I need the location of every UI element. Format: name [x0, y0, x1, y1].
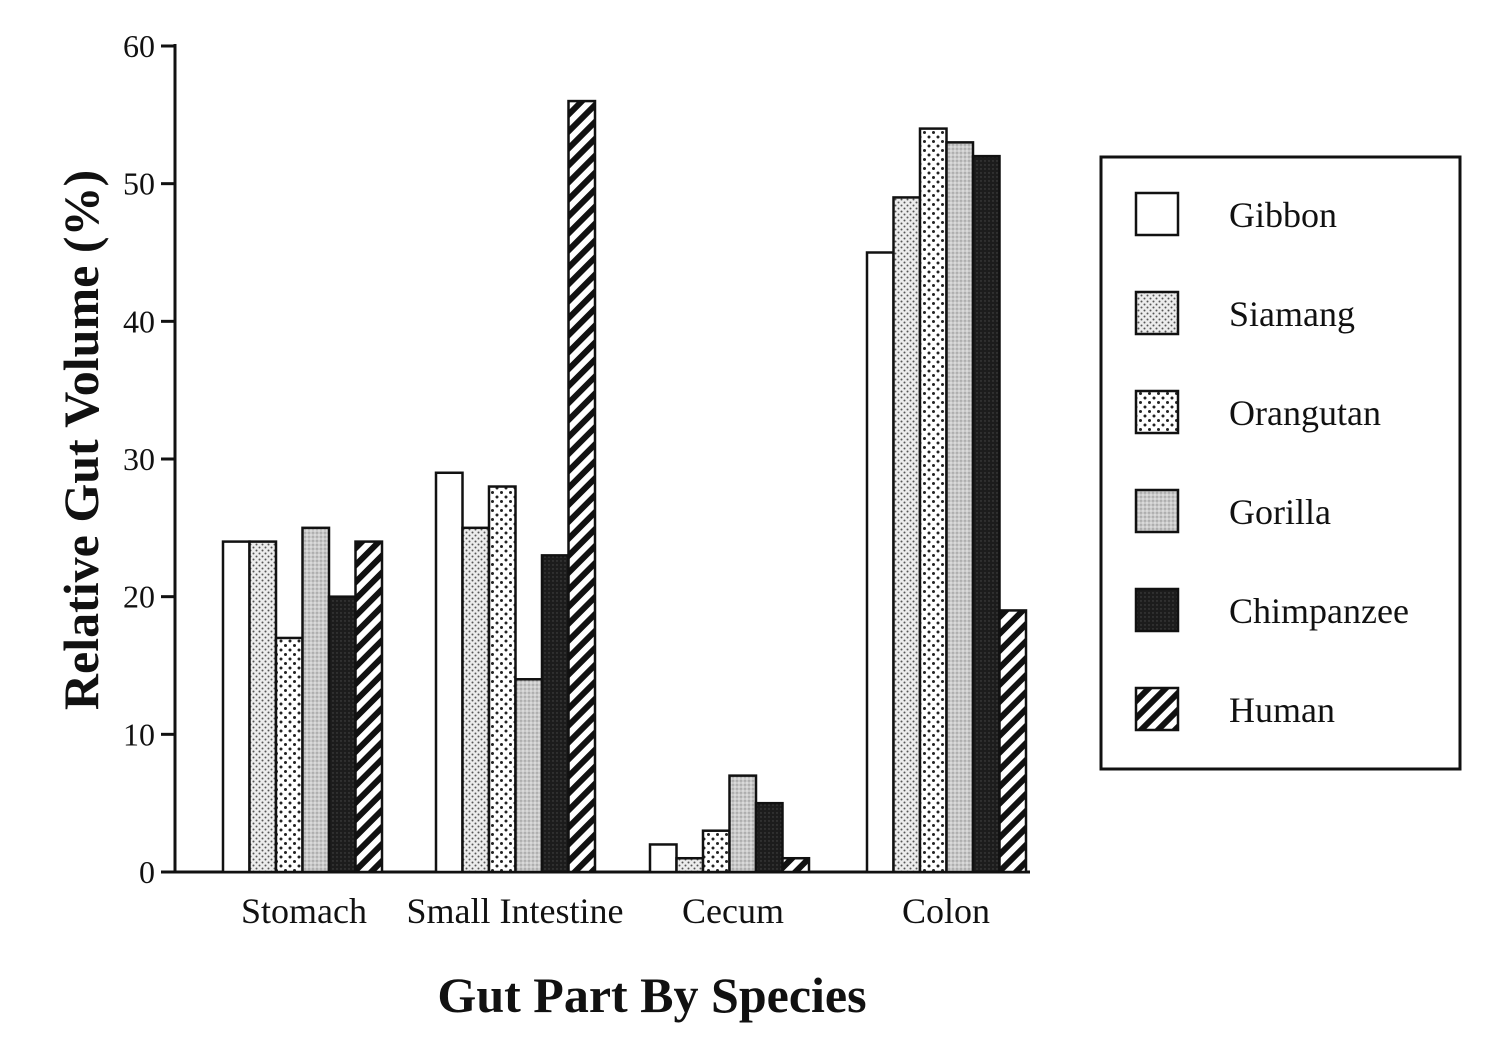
bar-gorilla-cecum [728, 774, 758, 874]
x-category-label: Stomach [241, 891, 367, 931]
bar-gibbon-colon [865, 251, 895, 874]
bar-gorilla-stomach [301, 526, 331, 874]
legend-label-orangutan: Orangutan [1229, 393, 1381, 433]
bar-chimpanzee-small-intestine [540, 554, 570, 874]
legend-swatch-gibbon [1134, 191, 1180, 237]
bar-human-colon [998, 609, 1028, 874]
bar-gorilla-small-intestine [514, 678, 544, 874]
bars [221, 99, 1028, 874]
bar-orangutan-colon [918, 127, 948, 874]
legend-swatch-siamang [1134, 290, 1180, 336]
y-tick-label: 60 [123, 28, 155, 64]
bar-orangutan-small-intestine [487, 485, 517, 874]
bar-gorilla-colon [945, 141, 975, 874]
category-labels: Stomach Small Intestine Cecum Colon [241, 891, 990, 931]
x-category-label: Small Intestine [407, 891, 624, 931]
y-tick-label: 20 [123, 579, 155, 615]
legend-label-gorilla: Gorilla [1229, 492, 1331, 532]
legend-box [1099, 155, 1462, 771]
legend-swatch-human [1134, 686, 1180, 732]
legend-swatch-orangutan [1134, 389, 1180, 435]
bar-orangutan-cecum [701, 829, 731, 874]
bar-human-cecum [781, 856, 811, 874]
y-tick-label: 10 [123, 716, 155, 752]
legend-label-human: Human [1229, 690, 1335, 730]
bar-siamang-stomach [248, 540, 278, 874]
bar-gibbon-stomach [221, 540, 251, 874]
x-category-label: Cecum [682, 891, 784, 931]
bar-siamang-small-intestine [461, 526, 491, 874]
bar-gibbon-cecum [648, 843, 678, 874]
bar-human-small-intestine [567, 99, 597, 874]
legend-label-chimpanzee: Chimpanzee [1229, 591, 1409, 631]
y-tick-label: 0 [139, 854, 155, 890]
bar-siamang-cecum [675, 856, 705, 874]
y-tick-label: 30 [123, 441, 155, 477]
bar-chimpanzee-colon [971, 154, 1001, 874]
bar-siamang-colon [892, 196, 922, 874]
y-axis-title: Relative Gut Volume (%) [53, 170, 109, 710]
bar-chimpanzee-cecum [754, 801, 784, 874]
bar-gibbon-small-intestine [434, 471, 464, 874]
bar-human-stomach [354, 540, 384, 874]
y-tick-label: 50 [123, 166, 155, 202]
x-axis-title: Gut Part By Species [437, 967, 866, 1023]
y-tick-label: 40 [123, 303, 155, 339]
legend-swatch-gorilla [1134, 488, 1180, 534]
legend: Gibbon Siamang Orangutan Gorilla Chimpanzee H… [1099, 155, 1462, 771]
bar-orangutan-stomach [274, 636, 304, 874]
legend-label-gibbon: Gibbon [1229, 195, 1337, 235]
legend-label-siamang: Siamang [1229, 294, 1355, 334]
x-category-label: Colon [902, 891, 990, 931]
y-ticks: 0 10 20 30 40 50 60 [123, 28, 175, 890]
bar-chimpanzee-stomach [327, 595, 357, 874]
legend-swatch-chimpanzee [1134, 587, 1180, 633]
